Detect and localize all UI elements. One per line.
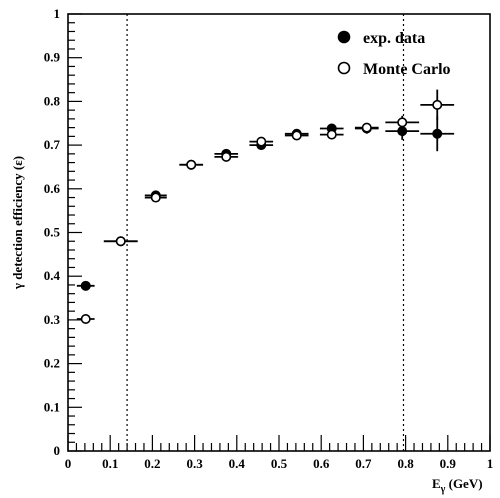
exp-data-point (432, 128, 443, 139)
x-tick-label: 0.3 (186, 456, 203, 471)
cut-lines-group (126, 14, 405, 451)
x-axis-title-main: E (432, 476, 441, 491)
y-tick-label: 0.5 (44, 225, 61, 240)
monte-carlo-point (432, 99, 443, 110)
exp-data-point (80, 280, 91, 291)
x-tick-label: 0.6 (313, 456, 330, 471)
monte-carlo-point (80, 314, 91, 325)
monte-carlo-point (361, 122, 372, 133)
x-tick-label: 0.1 (102, 456, 118, 471)
monte-carlo-point (291, 130, 302, 141)
monte-carlo-point (397, 117, 408, 128)
monte-carlo-point (221, 151, 232, 162)
plot-frame (67, 13, 491, 452)
monte-carlo-point (115, 236, 126, 247)
y-tick-label: 0.6 (44, 181, 61, 196)
x-tick-label: 0.7 (355, 456, 372, 471)
x-tick-label: 0.9 (440, 456, 457, 471)
plot-frame-group (67, 13, 491, 452)
legend-marker-monte-carlo (337, 61, 351, 75)
y-tick-label: 0.4 (44, 268, 61, 283)
x-tick-label: 0 (65, 456, 72, 471)
x-tick-label: 0.4 (229, 456, 246, 471)
y-tick-label: 1 (54, 6, 61, 21)
x-tick-label: 0.8 (397, 456, 414, 471)
y-tick-label: 0.3 (44, 312, 61, 327)
y-tick-label: 0 (54, 443, 61, 458)
monte-carlo-point (326, 129, 337, 140)
x-axis-title-unit: (GeV) (445, 476, 482, 491)
monte-carlo-point (150, 192, 161, 203)
monte-carlo-point (186, 159, 197, 170)
legend: exp. data Monte Carlo (337, 30, 451, 78)
y-axis-title: γ detection efficiency (ε) (10, 156, 25, 290)
legend-label-monte-carlo: Monte Carlo (363, 61, 451, 78)
y-tick-label: 0.9 (44, 50, 61, 65)
data-points-group (76, 89, 455, 325)
y-tick-label: 0.7 (44, 137, 61, 152)
monte-carlo-point (256, 136, 267, 147)
x-tick-label: 0.5 (271, 456, 288, 471)
y-tick-label: 0.8 (44, 93, 61, 108)
legend-marker-exp-data (337, 30, 351, 44)
y-tick-label: 0.2 (44, 356, 60, 371)
y-tick-label: 0.1 (44, 399, 60, 414)
x-tick-label: 1 (487, 456, 494, 471)
x-axis-title: Eγ (GeV) (432, 476, 483, 495)
x-tick-label: 0.2 (144, 456, 160, 471)
x-axis-title-sub: γ (440, 484, 446, 495)
axis-ticks-group: 0 0.1 0.2 0.3 0.4 0.5 0.6 0.7 0.8 0.9 1 0 0.1 0.2 0.3 0… (44, 6, 494, 471)
legend-label-exp-data: exp. data (363, 30, 425, 47)
